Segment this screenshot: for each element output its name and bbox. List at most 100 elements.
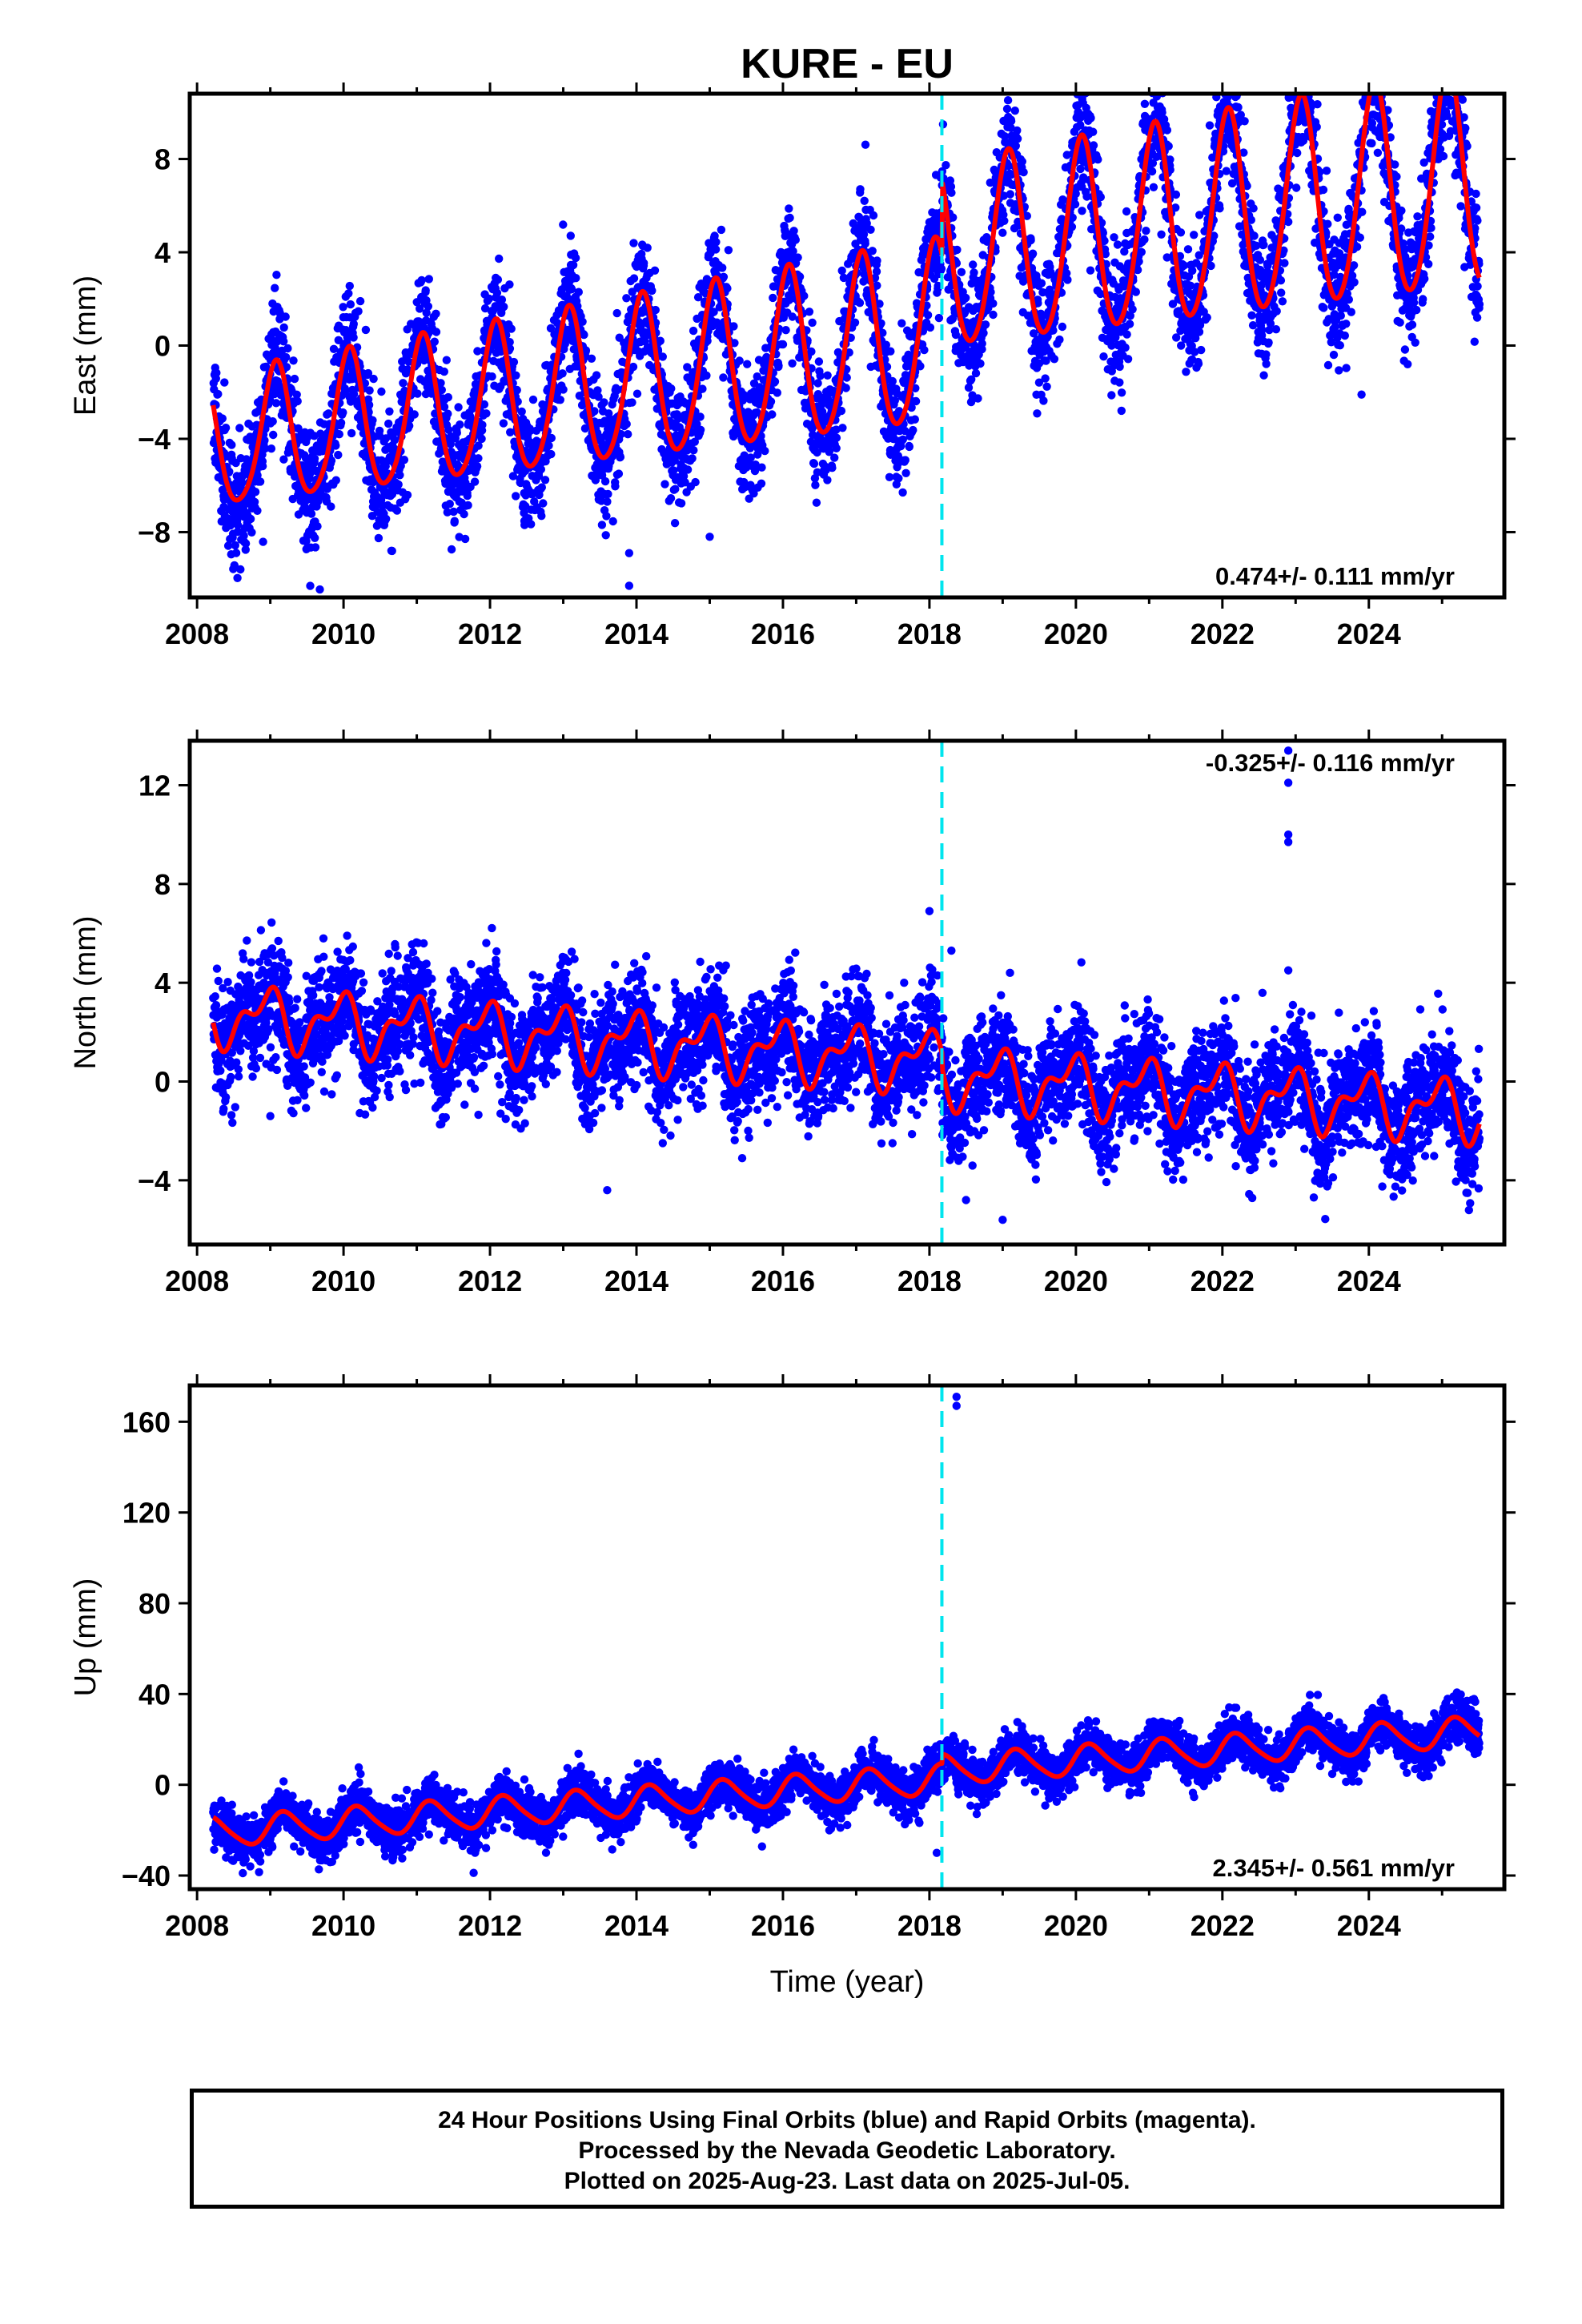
data-point	[437, 385, 446, 395]
data-point	[230, 561, 239, 570]
data-point	[597, 471, 607, 480]
data-point	[214, 389, 223, 399]
data-point	[805, 308, 814, 316]
data-point	[768, 410, 777, 419]
data-point	[1255, 255, 1265, 264]
data-point	[580, 330, 588, 340]
data-point	[1272, 307, 1281, 316]
data-point	[909, 425, 917, 435]
data-point	[793, 253, 802, 262]
data-point	[218, 414, 227, 423]
data-point	[920, 345, 929, 355]
data-point	[823, 476, 832, 485]
data-point	[335, 430, 343, 439]
data-point	[1294, 62, 1302, 70]
data-point	[364, 400, 374, 409]
data-point	[482, 409, 491, 418]
data-point	[259, 537, 267, 546]
data-point	[971, 368, 981, 378]
data-point	[594, 392, 603, 401]
data-point	[1278, 297, 1287, 306]
data-point	[226, 521, 235, 529]
data-point	[289, 356, 298, 365]
data-point	[440, 367, 448, 376]
data-point	[1221, 53, 1229, 61]
data-point	[339, 408, 347, 417]
data-point	[513, 397, 522, 406]
data-point	[1182, 368, 1191, 376]
data-point	[344, 289, 353, 298]
data-point	[981, 320, 990, 329]
data-point	[735, 356, 744, 365]
data-point	[251, 488, 260, 497]
data-point	[336, 418, 346, 428]
data-point	[432, 328, 441, 336]
data-point	[1146, 76, 1154, 84]
data-point	[236, 565, 245, 574]
data-point	[377, 387, 386, 396]
data-point	[719, 373, 728, 382]
data-point	[480, 400, 489, 409]
data-point	[539, 499, 548, 508]
data-point	[1293, 148, 1302, 158]
data-point	[1033, 409, 1042, 418]
data-point	[292, 390, 301, 399]
data-point	[430, 337, 439, 346]
data-point	[842, 373, 851, 382]
data-point	[785, 204, 793, 213]
data-point	[368, 416, 377, 424]
data-point	[666, 494, 676, 503]
data-point	[442, 356, 451, 364]
data-point	[1002, 104, 1012, 114]
data-point	[923, 311, 933, 320]
data-point	[384, 419, 393, 428]
data-point	[1222, 74, 1230, 82]
data-point	[616, 452, 625, 461]
data-point	[231, 549, 241, 557]
data-point	[670, 519, 680, 528]
data-point	[413, 389, 422, 398]
data-point	[901, 468, 910, 477]
data-point	[1000, 216, 1009, 225]
data-point	[1042, 382, 1051, 391]
data-point	[488, 372, 496, 381]
data-point	[897, 319, 906, 328]
data-point	[306, 581, 315, 590]
data-point	[667, 384, 676, 393]
data-point	[1063, 275, 1072, 284]
data-point	[1258, 325, 1267, 335]
data-point	[235, 424, 244, 432]
panels: 2008 2010 2012 2014 2016 2018 2020 2022 2024−8−4…	[69, 53, 1516, 1999]
data-point	[1013, 135, 1022, 143]
data-point	[1288, 74, 1296, 82]
data-point	[464, 501, 472, 510]
data-point	[1067, 223, 1077, 231]
data-point	[497, 296, 507, 304]
data-point	[512, 492, 520, 501]
data-point	[233, 573, 242, 582]
data-point	[781, 326, 790, 335]
data-point	[628, 398, 636, 407]
data-point	[581, 346, 591, 355]
data-point	[696, 412, 705, 421]
data-point	[480, 304, 490, 313]
data-point	[698, 384, 707, 393]
data-point	[492, 288, 502, 297]
data-point	[571, 253, 580, 263]
data-point	[361, 325, 371, 335]
data-point	[460, 534, 470, 544]
data-point	[717, 225, 726, 235]
data-point	[837, 266, 846, 275]
data-point	[310, 432, 319, 440]
data-point	[837, 406, 846, 416]
data-point	[396, 471, 404, 480]
data-point	[712, 238, 721, 247]
data-point	[454, 403, 463, 412]
data-point	[979, 328, 988, 338]
data-point	[811, 480, 820, 489]
data-point	[385, 407, 394, 416]
data-point	[1099, 352, 1108, 361]
data-point	[324, 409, 333, 418]
data-point	[1010, 107, 1020, 115]
